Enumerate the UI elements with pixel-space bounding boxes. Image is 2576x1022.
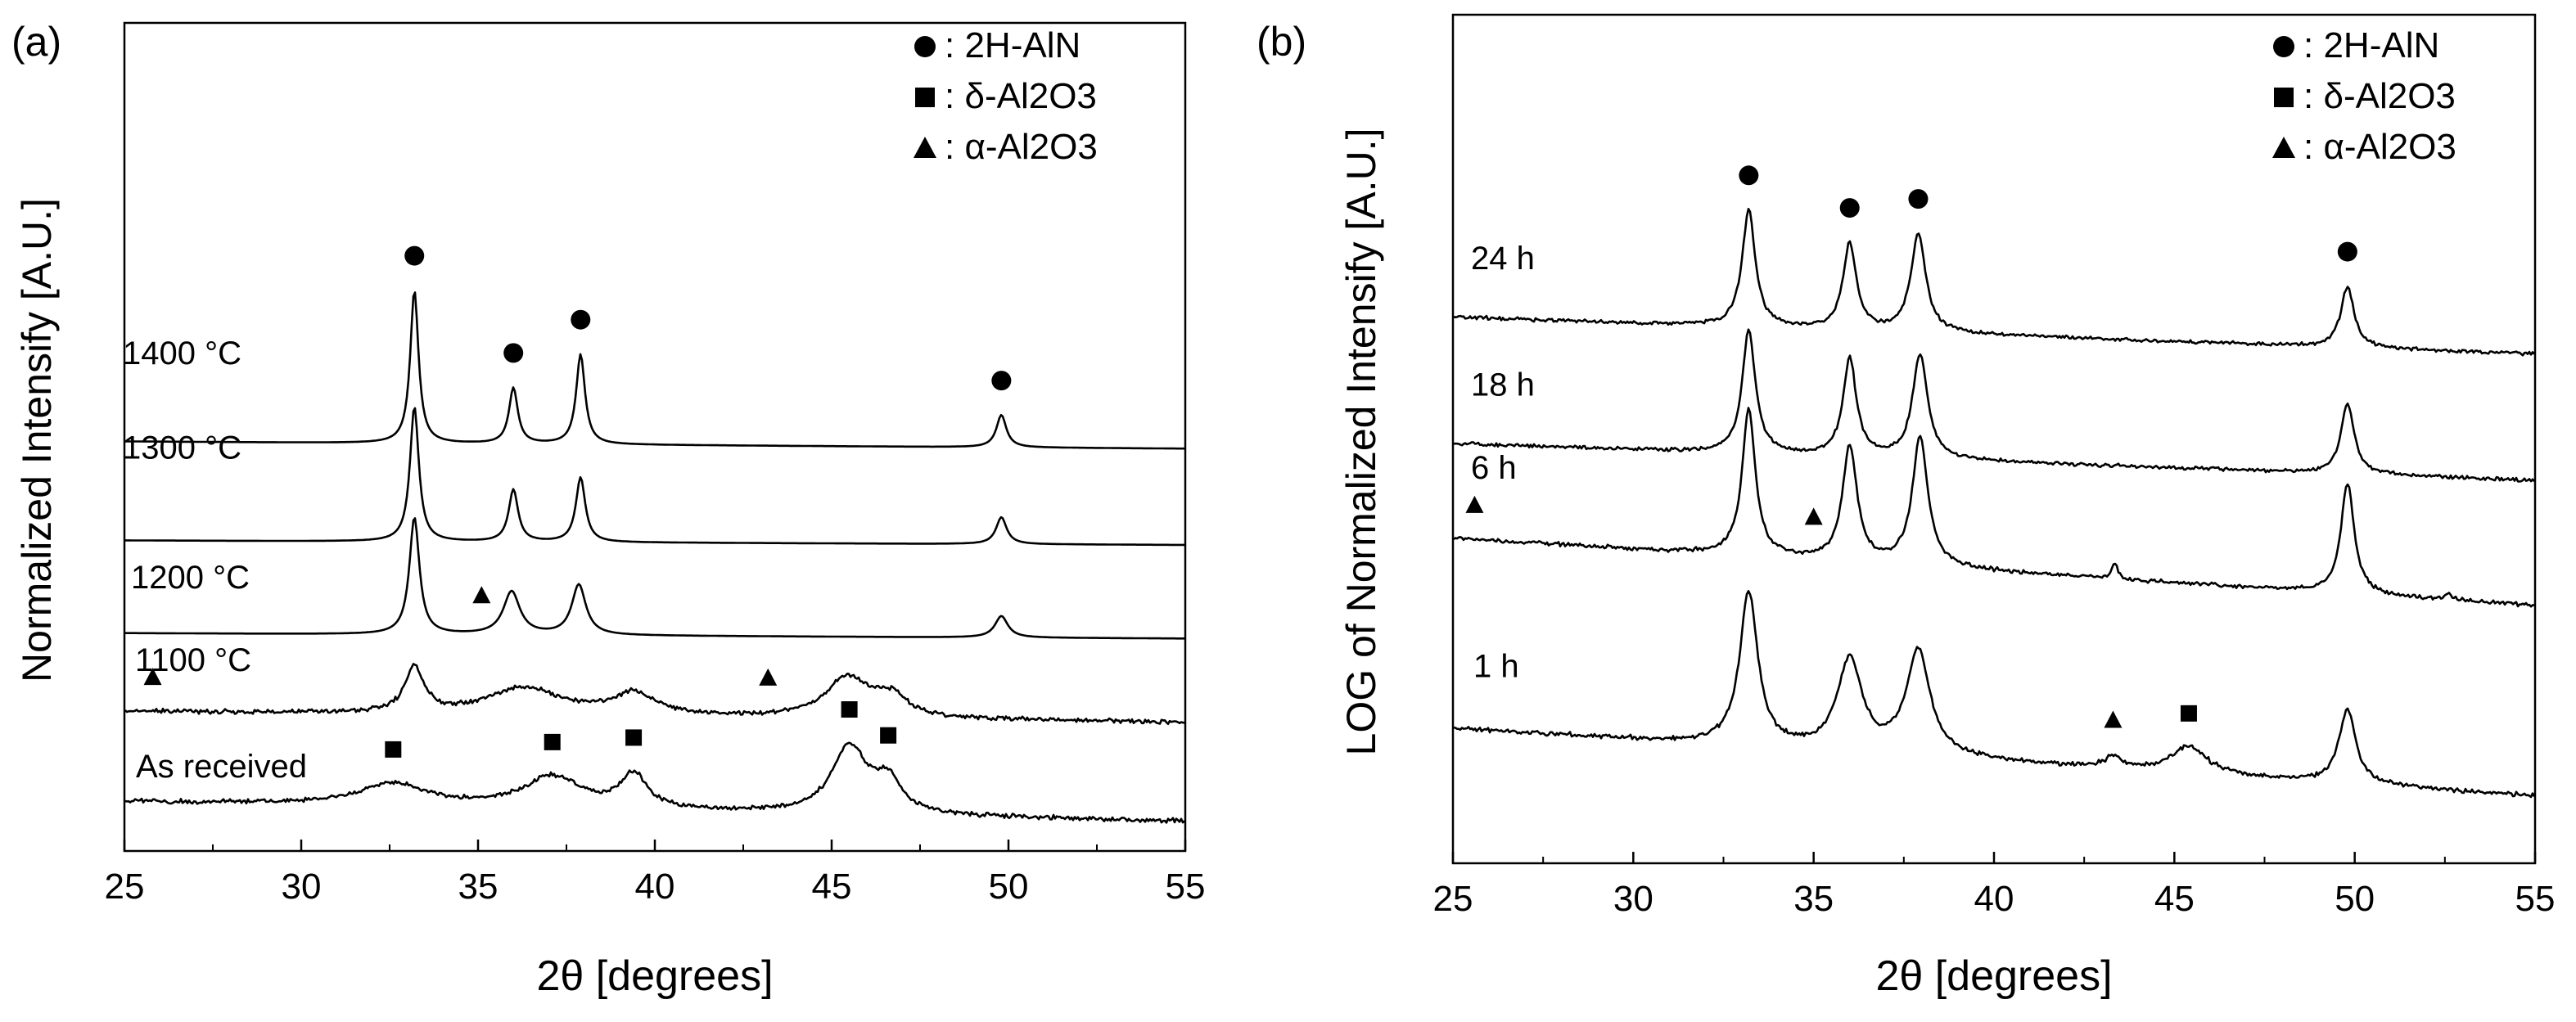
panel-a-x-tick-label: 40: [635, 867, 675, 907]
panel-b-x-tick-label: 55: [2515, 879, 2556, 919]
panel-a-alpha-al2o3-marker: [143, 668, 162, 686]
panel-a-delta-al2o3-marker: [385, 741, 402, 758]
panel-b-x-tick-label: 40: [1974, 879, 2014, 919]
panel-a-delta-al2o3-marker: [841, 701, 858, 718]
panel-a-aln-peak-marker: [503, 343, 524, 363]
panel-a-delta-al2o3-marker: [880, 727, 897, 744]
panel-b-series-line: [1453, 407, 2535, 608]
panel-b-series-line: [1453, 328, 2536, 483]
panel-a-legend-entry: : 2H-AlN: [945, 25, 1080, 65]
panel-a-legend-circle-icon: [914, 36, 936, 57]
panel-b-series-label: 6 h: [1471, 450, 1517, 486]
panel-a-series-line: [124, 663, 1185, 726]
panel-a-aln-peak-marker: [571, 309, 591, 330]
panel-a-aln-peak-marker: [991, 371, 1012, 391]
panel-b-series-line: [1453, 589, 2536, 799]
panel-a-panel-label: (a): [11, 19, 61, 65]
panel-b-y-axis-label: LOG of Normalized Intensify [A.U.]: [1338, 128, 1384, 756]
panel-a-series-line: [125, 517, 1184, 640]
panel-a-series-label: As received: [136, 749, 307, 785]
panel-b-series-label: 1 h: [1473, 648, 1519, 684]
panel-b-alpha-al2o3-marker: [2104, 710, 2123, 728]
panel-b-x-tick-label: 50: [2335, 879, 2375, 919]
panel-a-x-tick-label: 30: [282, 867, 322, 907]
panel-a-y-axis-label: Normalized Intensify [A.U.]: [14, 198, 60, 682]
panel-a-series-label: 1400 °C: [123, 335, 241, 371]
panel-b-alpha-al2o3-marker: [1804, 507, 1823, 525]
panel-b-x-tick-label: 45: [2154, 879, 2195, 919]
panel-a-series-line: [125, 291, 1184, 450]
panel-b-legend-entry: : α-Al2O3: [2303, 127, 2456, 167]
panel-b-x-axis-label: 2θ [degrees]: [1875, 952, 2112, 1000]
panel-a-x-tick-label: 35: [458, 867, 499, 907]
panel-a-x-tick-label: 50: [989, 867, 1029, 907]
panel-a-alpha-al2o3-marker: [472, 586, 491, 604]
panel-b-x-tick-label: 30: [1613, 879, 1653, 919]
panel-a-delta-al2o3-marker: [544, 733, 561, 750]
panel-a-delta-al2o3-marker: [625, 729, 643, 746]
panel-b-panel-label: (b): [1256, 19, 1306, 65]
panel-b-series-label: 24 h: [1471, 241, 1535, 277]
panel-b-aln-peak-marker: [1908, 189, 1929, 209]
panel-b-series-line: [1453, 208, 2535, 357]
panel-b-aln-peak-marker: [1739, 165, 1759, 186]
panel-b-aln-peak-marker: [1839, 198, 1860, 218]
panel-a-x-tick-label: 25: [105, 867, 145, 907]
panel-a-alpha-al2o3-marker: [759, 668, 778, 686]
panel-b-aln-peak-marker: [2337, 241, 2357, 262]
panel-b-legend-square-icon: [2274, 88, 2294, 107]
panel-a-series-label: 1200 °C: [131, 560, 250, 596]
panel-b-delta-al2o3-marker: [2180, 705, 2197, 722]
panel-b-alpha-al2o3-marker: [1465, 495, 1484, 513]
panel-a-series-label: 1300 °C: [123, 430, 241, 466]
panel-a-legend-entry: : α-Al2O3: [945, 127, 1098, 167]
panel-b-legend-entry: : δ-Al2O3: [2303, 76, 2456, 116]
panel-a-series-line: [124, 741, 1185, 824]
panel-a-legend-square-icon: [915, 88, 935, 107]
panel-b-legend-circle-icon: [2273, 36, 2294, 57]
panel-a-x-tick-label: 55: [1166, 867, 1206, 907]
panel-a-legend-triangle-icon: [914, 137, 936, 158]
panel-a-legend-entry: : δ-Al2O3: [945, 76, 1097, 116]
panel-b-legend-triangle-icon: [2272, 137, 2295, 158]
panel-b-x-tick-label: 35: [1793, 879, 1834, 919]
panel-b-x-tick-label: 25: [1433, 879, 1473, 919]
panel-a-series-line: [125, 407, 1184, 547]
panel-b-legend-entry: : 2H-AlN: [2303, 25, 2439, 65]
panel-a-x-axis-label: 2θ [degrees]: [536, 952, 773, 1000]
panel-a-aln-peak-marker: [404, 245, 425, 266]
panel-a-x-tick-label: 45: [812, 867, 852, 907]
panel-b-series-label: 18 h: [1471, 367, 1535, 403]
